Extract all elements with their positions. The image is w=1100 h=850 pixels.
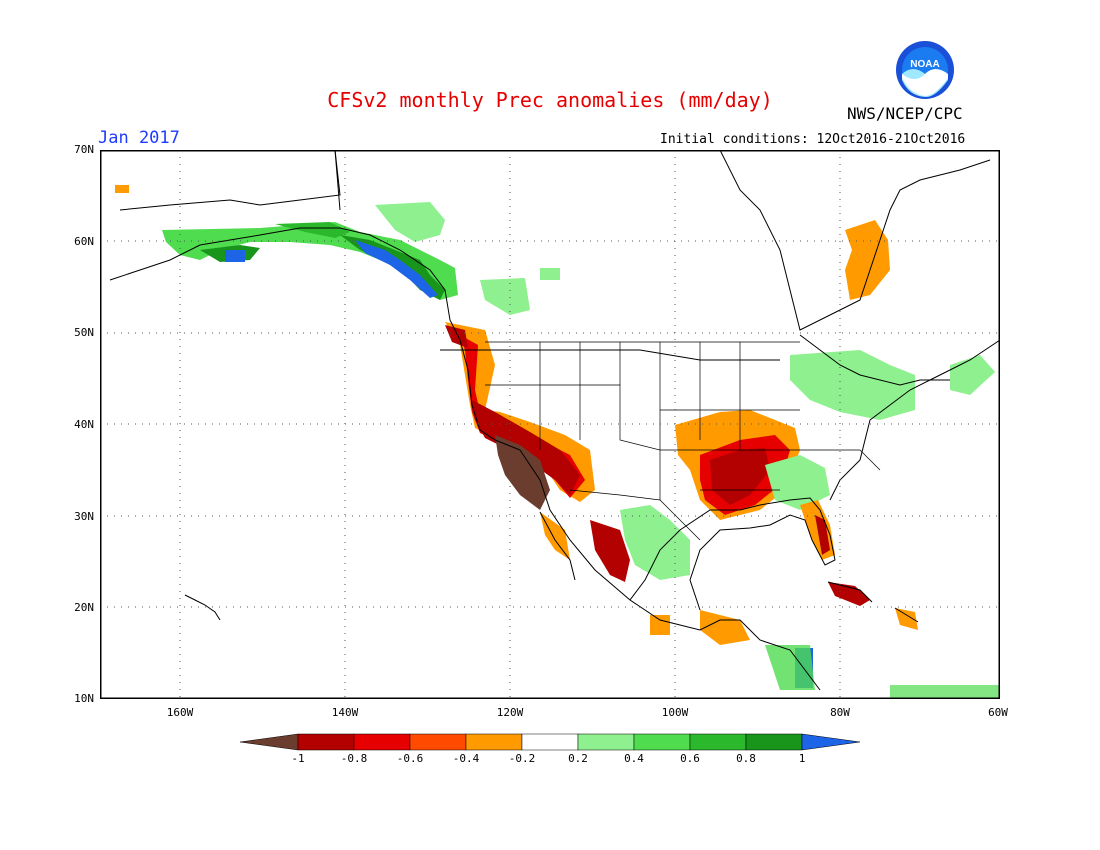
lon-label-160w: 160W bbox=[166, 706, 194, 719]
lat-label-10n: 10N bbox=[74, 692, 94, 705]
lat-label-20n: 20N bbox=[74, 601, 94, 614]
lon-label-100w: 100W bbox=[661, 706, 689, 719]
colorbar-cell bbox=[745, 733, 803, 751]
lon-label-140w: 140W bbox=[331, 706, 359, 719]
noaa-logo-icon: NOAA bbox=[896, 41, 954, 99]
colorbar-tick-label: -1 bbox=[291, 752, 305, 765]
lat-label-60n: 60N bbox=[74, 235, 94, 248]
lon-label-80w: 80W bbox=[830, 706, 850, 719]
colorbar-cell bbox=[577, 733, 635, 751]
initial-conditions-label: Initial conditions: 12Oct2016-21Oct2016 bbox=[660, 132, 966, 147]
anomaly-patches bbox=[115, 185, 1000, 699]
valid-month-label: Jan 2017 bbox=[98, 128, 180, 148]
lat-label-50n: 50N bbox=[74, 326, 94, 339]
colorbar-cell bbox=[409, 733, 467, 751]
state-borders bbox=[485, 341, 881, 541]
colorbar-tick-label: 0.8 bbox=[736, 752, 756, 765]
colorbar-tick-label: 1 bbox=[798, 752, 806, 765]
agency-label: NWS/NCEP/CPC bbox=[847, 104, 963, 123]
colorbar-cell bbox=[297, 733, 355, 751]
colorbar-tick-label: -0.8 bbox=[340, 752, 368, 765]
colorbar-tick-label: -0.2 bbox=[508, 752, 536, 765]
colorbar-tick-label: -0.6 bbox=[396, 752, 424, 765]
continent-outline bbox=[109, 150, 1000, 691]
precip-anomaly-map bbox=[100, 150, 1000, 699]
colorbar-cell bbox=[633, 733, 691, 751]
colorbar-cell bbox=[465, 733, 523, 751]
lat-label-40n: 40N bbox=[74, 418, 94, 431]
colorbar-tick-label: -0.4 bbox=[452, 752, 480, 765]
colorbar-tick-label: 0.4 bbox=[624, 752, 644, 765]
gridlines bbox=[100, 150, 1000, 699]
colorbar-cell bbox=[240, 733, 299, 751]
map-title: CFSv2 monthly Prec anomalies (mm/day) bbox=[327, 88, 773, 112]
colorbar-cell bbox=[353, 733, 411, 751]
lat-label-30n: 30N bbox=[74, 510, 94, 523]
lat-label-70n: 70N bbox=[74, 143, 94, 156]
colorbar-tick-label: 0.2 bbox=[568, 752, 588, 765]
colorbar-tick-label: 0.6 bbox=[680, 752, 700, 765]
colorbar-cell bbox=[689, 733, 747, 751]
colorbar-cell bbox=[801, 733, 861, 751]
lon-label-120w: 120W bbox=[496, 706, 524, 719]
colorbar bbox=[240, 733, 861, 751]
lon-label-60w: 60W bbox=[988, 706, 1008, 719]
logo-text: NOAA bbox=[910, 59, 939, 70]
colorbar-cell bbox=[521, 733, 579, 751]
